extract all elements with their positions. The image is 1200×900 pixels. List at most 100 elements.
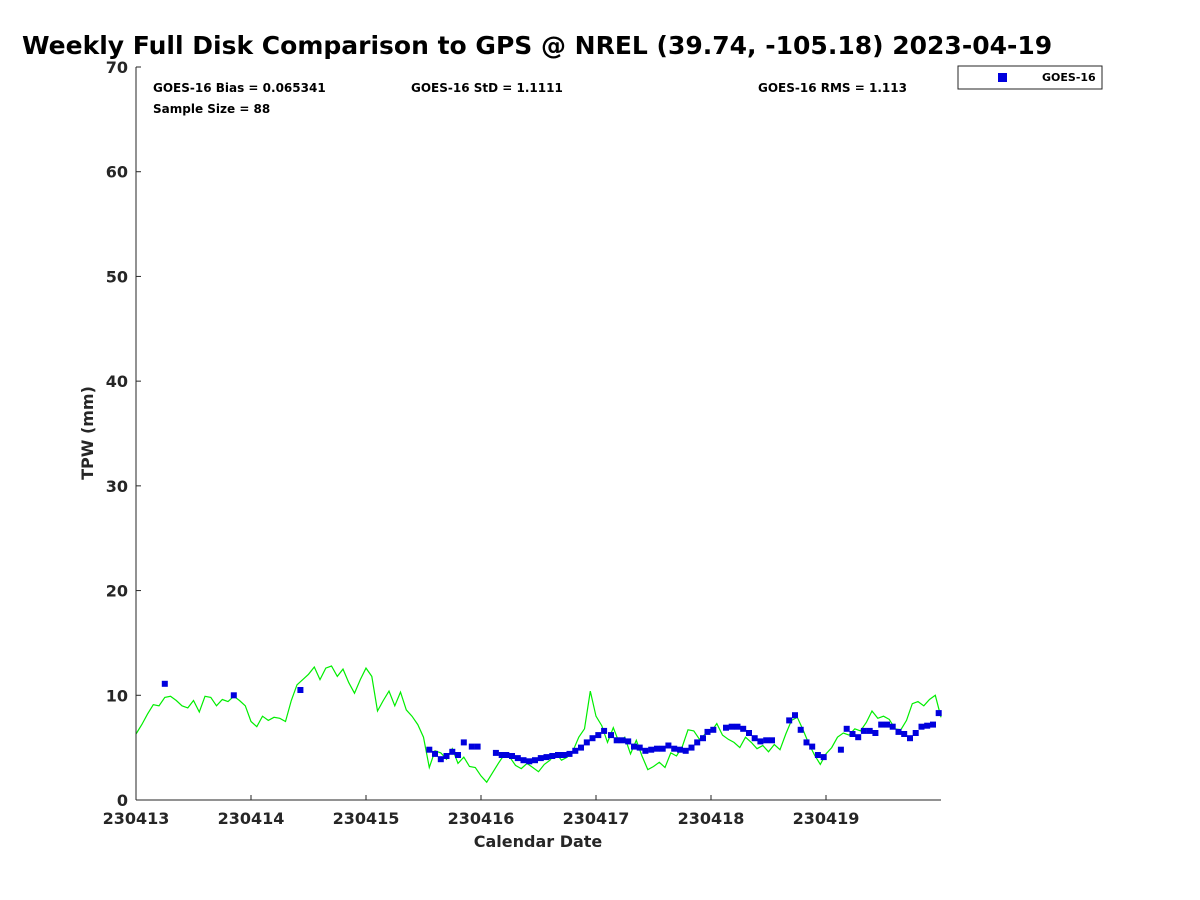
goes16-point: [468, 743, 475, 750]
goes16-point: [751, 735, 758, 742]
legend-box: [957, 65, 1103, 90]
goes16-point: [492, 749, 499, 756]
x-tick-label: 230415: [333, 809, 400, 828]
x-tick-label: 230416: [448, 809, 515, 828]
goes16-point: [763, 737, 770, 744]
goes16-point: [860, 727, 867, 734]
goes16-point: [688, 744, 695, 751]
x-tick-label: 230417: [563, 809, 630, 828]
goes16-point: [572, 747, 579, 754]
goes16-point: [560, 752, 567, 758]
y-tick-label: 0: [117, 791, 128, 810]
goes16-point: [682, 747, 689, 754]
goes16-point: [443, 753, 450, 759]
goes16-point: [918, 723, 925, 730]
goes16-point: [901, 731, 908, 737]
goes16-point: [449, 748, 456, 755]
goes16-point: [809, 743, 816, 750]
goes16-point: [769, 737, 775, 744]
goes16-point: [837, 746, 844, 753]
x-axis-ticks: 230413 230414 230415 230416 230417 230418 2304…: [103, 795, 860, 828]
bias-stat: GOES-16 Bias = 0.065341: [153, 81, 326, 95]
goes16-point: [820, 754, 827, 761]
goes16-point: [849, 731, 856, 737]
gps-line: [135, 665, 942, 784]
legend-label-goes16: GOES-16: [1042, 71, 1096, 84]
y-tick-label: 70: [106, 58, 128, 77]
goes16-point: [895, 728, 902, 735]
goes16-point: [503, 752, 510, 758]
y-tick-label: 10: [106, 686, 128, 705]
goes16-series: [161, 680, 942, 765]
y-tick-label: 30: [106, 477, 128, 496]
goes16-point: [700, 735, 706, 742]
goes16-point: [549, 753, 556, 759]
goes16-point: [935, 710, 942, 717]
goes16-point: [677, 746, 683, 753]
goes16-point: [930, 721, 936, 728]
goes16-point: [619, 737, 626, 744]
rms-stat: GOES-16 RMS = 1.113: [758, 81, 907, 95]
goes16-point: [543, 754, 550, 761]
chart-title: Weekly Full Disk Comparison to GPS @ NRE…: [22, 31, 1052, 60]
goes16-point: [514, 755, 521, 762]
goes16-point: [924, 722, 931, 729]
goes16-point: [161, 680, 168, 687]
goes16-point: [694, 739, 701, 746]
goes16-point: [608, 732, 614, 739]
sample-size-stat: Sample Size = 88: [153, 102, 270, 116]
x-tick-label: 230414: [218, 809, 285, 828]
gps-series: [135, 665, 942, 784]
goes16-point: [723, 724, 729, 731]
legend: GOES-16: [957, 65, 1103, 90]
goes16-point: [589, 735, 596, 742]
legend-marker-goes16: [998, 73, 1007, 82]
goes16-point: [659, 745, 666, 752]
goes16-point: [509, 753, 515, 759]
goes16-point: [498, 752, 505, 758]
std-stat: GOES-16 StD = 1.1111: [411, 81, 563, 95]
y-tick-label: 40: [106, 372, 128, 391]
plot-area: [135, 67, 942, 801]
goes16-point: [474, 743, 481, 750]
goes16-point: [437, 756, 444, 763]
y-tick-label: 60: [106, 163, 128, 182]
goes16-point: [728, 723, 735, 730]
goes16-point: [625, 738, 632, 745]
goes16-point: [671, 745, 678, 752]
goes16-point: [710, 726, 717, 733]
goes16-point: [704, 728, 711, 735]
goes16-point: [878, 721, 885, 728]
goes16-point: [613, 737, 620, 744]
goes16-point: [642, 747, 649, 754]
goes16-point: [532, 757, 538, 764]
x-tick-label: 230418: [678, 809, 745, 828]
x-axis-label: Calendar Date: [474, 832, 603, 851]
goes16-point: [426, 746, 433, 753]
goes16-point: [648, 746, 655, 753]
goes16-point: [757, 738, 764, 745]
goes16-point: [912, 730, 919, 736]
goes16-point: [889, 723, 896, 730]
goes16-point: [872, 730, 879, 736]
goes16-point: [866, 727, 873, 734]
goes16-point: [601, 727, 608, 734]
y-tick-label: 20: [106, 582, 128, 601]
goes16-point: [855, 734, 862, 741]
x-tick-label: 230419: [793, 809, 860, 828]
goes16-point: [907, 735, 913, 742]
goes16-point: [432, 750, 438, 757]
goes16-point: [595, 732, 602, 739]
goes16-point: [230, 692, 237, 699]
y-axis-label: TPW (mm): [78, 386, 97, 480]
goes16-point: [631, 743, 637, 750]
goes16-point: [665, 742, 672, 749]
y-tick-label: 50: [106, 267, 128, 286]
x-tick-label: 230413: [103, 809, 170, 828]
goes16-point: [792, 712, 798, 719]
goes16-point: [786, 717, 793, 724]
goes16-point: [555, 752, 561, 758]
goes16-point: [734, 723, 741, 730]
plot-background: [136, 67, 941, 800]
